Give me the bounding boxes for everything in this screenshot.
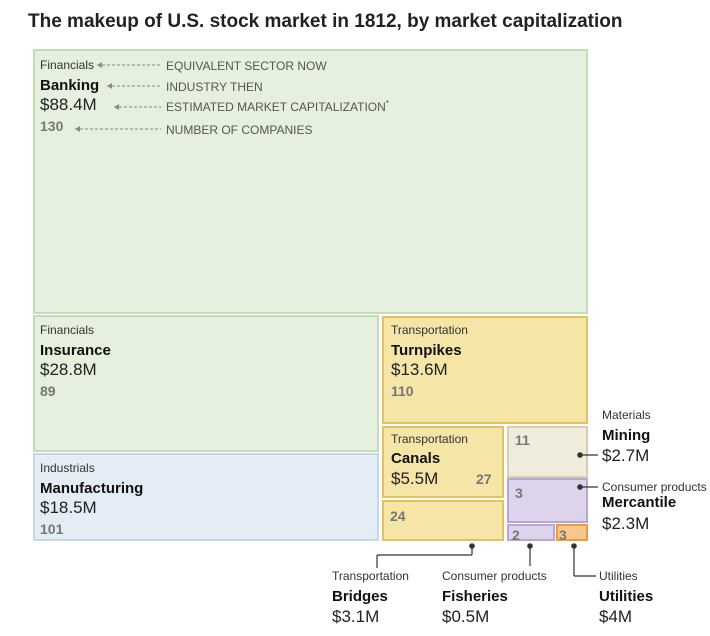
fisheries-callout-cap: $0.5M [442,607,489,626]
rect-banking [33,49,588,314]
rect-canals [382,426,504,498]
rect-turnpikes [382,316,588,424]
insurance-sector-label: Financials [40,323,94,337]
legend-sector-arrowhead [97,62,102,68]
manufacturing-cap-label: $18.5M [40,498,97,517]
legend-count-arrowhead [75,126,80,132]
fisheries-callout-industry: Fisheries [442,588,508,605]
banking-cap-label: $88.4M [40,95,97,114]
mining-callout-industry: Mining [602,427,650,444]
canals-sector-label: Transportation [391,432,468,446]
canals-count-label: 27 [476,471,492,487]
legend-key: EQUIVALENT SECTOR NOW INDUSTRY THEN ESTIMA… [75,59,389,137]
utilities-callout-industry: Utilities [599,588,653,605]
utilities-count-label: 3 [559,527,567,543]
mining-count-label: 11 [515,432,530,448]
mercantile-callout-sector: Consumer products [602,480,707,494]
turnpikes-count-label: 110 [391,383,414,399]
turnpikes-sector-label: Transportation [391,323,468,337]
chart-element [33,49,588,541]
bridges-callout-sector: Transportation [332,569,409,583]
legend-sector-text: EQUIVALENT SECTOR NOW [166,59,327,73]
rect-insurance [33,315,379,452]
utilities-callout-sector: Utilities [599,569,638,583]
legend-industry-arrowhead [107,83,112,89]
fisheries-callout-sector: Consumer products [442,569,547,583]
legend-industry-text: INDUSTRY THEN [166,80,263,94]
canals-cap-label: $5.5M [391,469,438,488]
bridges-callout-cap: $3.1M [332,607,379,626]
rect-mercantile [507,478,588,523]
manufacturing-industry-label: Manufacturing [40,480,143,497]
rect-manufacturing [33,453,379,541]
utilities-callout-cap: $4M [599,607,632,626]
chart-title: The makeup of U.S. stock market in 1812,… [28,11,623,32]
fisheries-count-label: 2 [512,527,520,543]
rect-mining [507,426,588,478]
insurance-count-label: 89 [40,383,56,399]
insurance-cap-label: $28.8M [40,360,97,379]
banking-industry-label: Banking [40,77,99,94]
turnpikes-industry-label: Turnpikes [391,342,462,359]
turnpikes-cap-label: $13.6M [391,360,448,379]
insurance-industry-label: Insurance [40,342,111,359]
legend-count-text: NUMBER OF COMPANIES [166,123,312,137]
manufacturing-sector-label: Industrials [40,461,95,475]
mining-callout-cap: $2.7M [602,446,649,465]
banking-sector-label: Financials [40,58,94,72]
chart-element: Financials Banking$88.4M 130 Financials Insu… [40,58,567,543]
mining-callout-sector: Materials [602,408,651,422]
canals-industry-label: Canals [391,450,440,467]
legend-cap-arrowhead [114,104,119,110]
mercantile-count-label: 3 [515,485,523,501]
mercantile-callout-industry: Mercantile [602,494,676,511]
bridges-count-label: 24 [390,508,406,524]
rect-bridges [382,500,504,541]
manufacturing-count-label: 101 [40,521,64,537]
legend-cap-mark: * [386,99,389,108]
banking-count-label: 130 [40,118,64,134]
bridges-callout-industry: Bridges [332,588,388,605]
rect-utilities [556,524,588,541]
legend-cap-text: ESTIMATED MARKET CAPITALIZATION* [166,99,389,114]
mercantile-callout-cap: $2.3M [602,514,649,533]
rect-fisheries [507,524,555,541]
